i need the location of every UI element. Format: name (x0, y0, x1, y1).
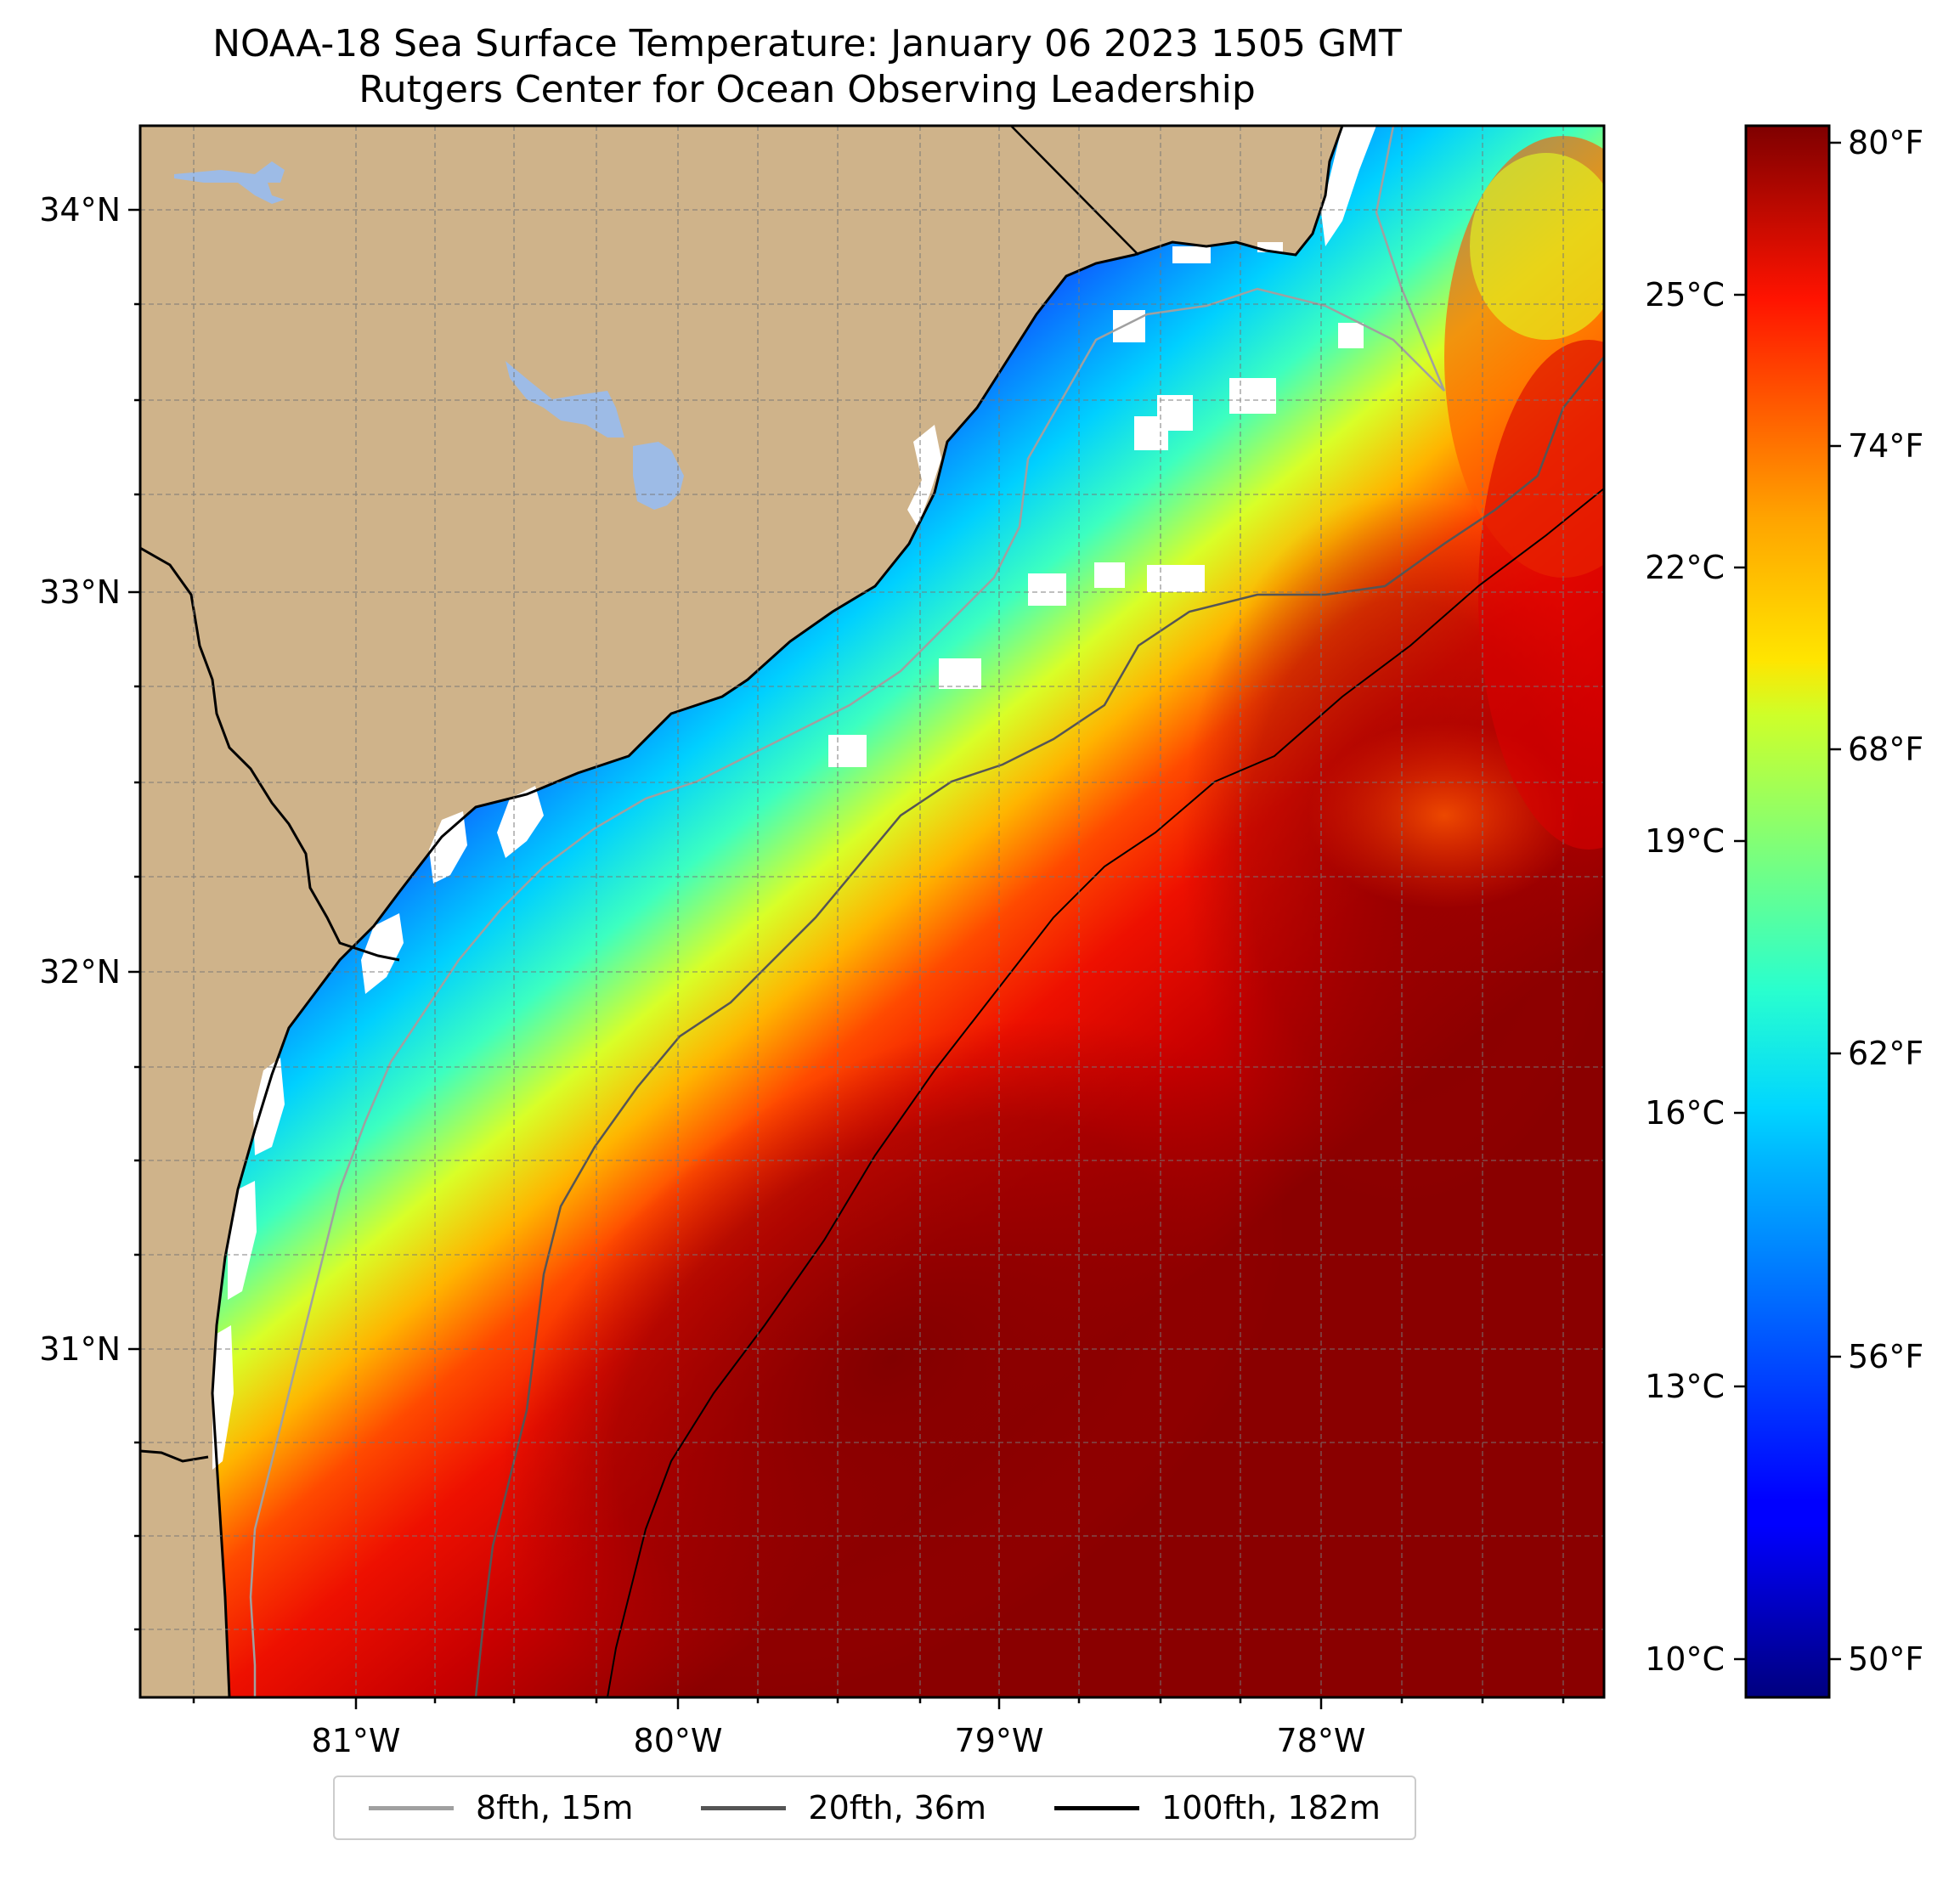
colorbar-celsius-label: 10°C (1645, 1640, 1725, 1678)
georgia-marsh-1 (253, 1058, 285, 1155)
gulf-stream-ne (1478, 340, 1604, 850)
legend-label: 20fth, 36m (808, 1789, 986, 1826)
colorbar-fahrenheit-label: 62°F (1848, 1035, 1923, 1072)
colorbar-fahrenheit-label: 50°F (1848, 1640, 1923, 1678)
gridlines (140, 126, 1604, 1697)
coastline (211, 126, 1344, 1697)
lat-label: 33°N (39, 573, 121, 611)
legend-swatch-8fth (369, 1805, 454, 1810)
state-border (140, 546, 400, 962)
colorbar-celsius-label: 25°C (1645, 276, 1725, 313)
isobath-20fth (474, 356, 1604, 1697)
colorbar (1744, 124, 1831, 1699)
port-royal-sound (361, 913, 404, 994)
colorbar-celsius-label: 13°C (1645, 1368, 1725, 1405)
axis-ticks (128, 208, 1565, 1709)
isobath-8fth (249, 126, 1446, 1697)
colorbar-celsius-label: 16°C (1645, 1094, 1725, 1132)
colorbar-fahrenheit-label: 68°F (1848, 731, 1923, 768)
lon-label: 80°W (634, 1722, 723, 1759)
isobath-100fth (607, 488, 1604, 1697)
ne-inlets (1321, 126, 1376, 246)
colorbar-fahrenheit-label: 74°F (1848, 427, 1923, 465)
colorbar-fahrenheit-label: 80°F (1848, 124, 1923, 161)
winyah-bay (907, 425, 941, 527)
lat-label: 32°N (39, 953, 121, 991)
isobath-legend: 8fth, 15m 20fth, 36m 100fth, 182m (333, 1776, 1416, 1840)
lake-moultrie (633, 442, 684, 510)
county-line (1010, 126, 1139, 256)
map-title: NOAA-18 Sea Surface Temperature: January… (212, 22, 1402, 65)
cloud-masks (828, 242, 1364, 767)
legend-swatch-100fth (1054, 1805, 1140, 1810)
legend-label: 8fth, 15m (476, 1789, 634, 1826)
legend-swatch-20fth (701, 1805, 787, 1810)
land (140, 126, 1342, 1697)
lon-label: 79°W (955, 1722, 1044, 1759)
warm-core-south (495, 1017, 1289, 1697)
legend-item-8fth: 8fth, 15m (369, 1789, 633, 1826)
state-border-south (140, 1449, 209, 1463)
legend-item-20fth: 20fth, 36m (701, 1789, 986, 1826)
yellow-tongue-ne (1470, 153, 1604, 340)
colorbar-celsius-label: 19°C (1645, 822, 1725, 860)
lat-label: 31°N (39, 1330, 121, 1368)
lon-label: 81°W (312, 1722, 401, 1759)
colorbar-fahrenheit-label: 56°F (1848, 1338, 1923, 1375)
lat-label: 34°N (39, 191, 121, 229)
legend-label: 100fth, 182m (1161, 1789, 1381, 1826)
georgia-marsh-3 (212, 1325, 234, 1470)
plot-frame (138, 124, 1606, 1699)
lon-label: 78°W (1277, 1722, 1366, 1759)
st-helena-sound (429, 811, 467, 884)
legend-item-100fth: 100fth, 182m (1054, 1789, 1381, 1826)
colorbar-ticks (1734, 141, 1841, 1661)
colorbar-celsius-label: 22°C (1645, 549, 1725, 586)
lake-waccamaw (174, 161, 285, 204)
map-subtitle: Rutgers Center for Ocean Observing Leade… (359, 68, 1256, 111)
charleston-harbor (497, 786, 544, 858)
lake-marion (506, 361, 624, 438)
